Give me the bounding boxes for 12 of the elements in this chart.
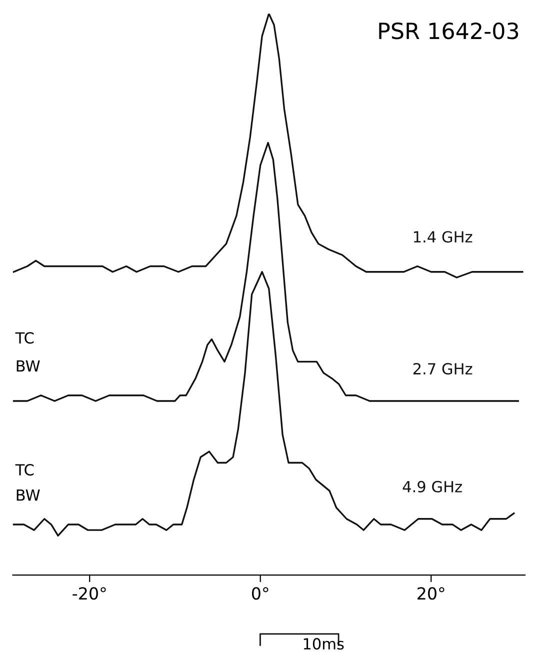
annotation: BW <box>16 490 40 501</box>
annotation: BW <box>16 360 40 372</box>
annotation: TC <box>15 464 34 476</box>
series-label: 1.4 GHz <box>414 231 472 243</box>
x-tick-label: 20° <box>418 587 444 600</box>
series-label: 2.7 GHz <box>413 362 472 375</box>
text: 10ms <box>304 638 344 650</box>
text: 4.9 GHz <box>402 480 462 492</box>
x-tick-label: -20° <box>72 587 106 600</box>
chart-title: PSR 1642-03 <box>379 22 518 40</box>
annotation: TC <box>15 332 34 344</box>
x-tick-label: 0° <box>252 587 268 600</box>
